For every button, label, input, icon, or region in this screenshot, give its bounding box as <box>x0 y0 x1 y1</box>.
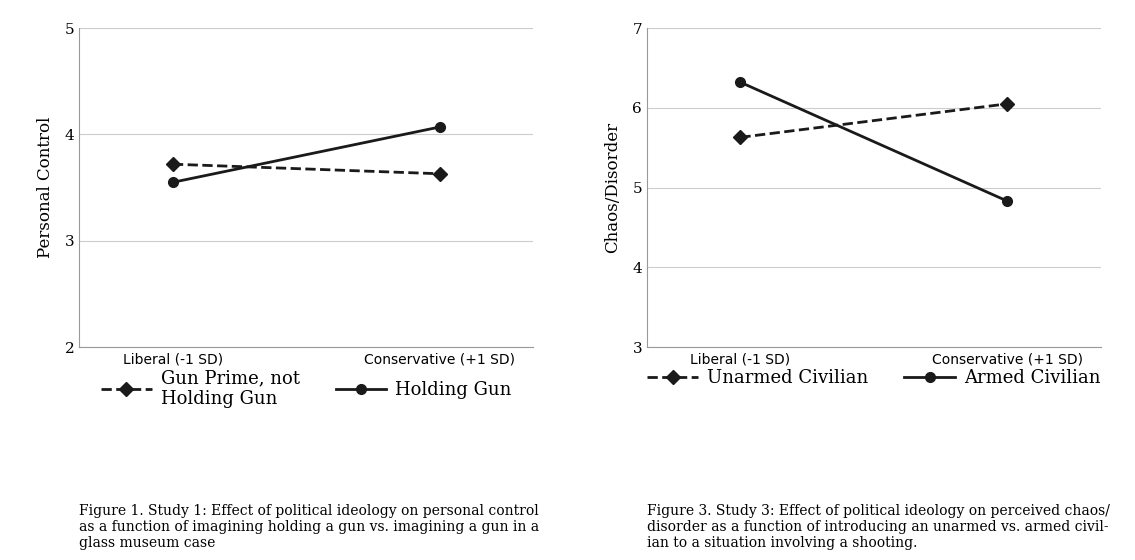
Text: Figure 1. Study 1: Effect of political ideology on personal control
as a functio: Figure 1. Study 1: Effect of political i… <box>79 504 539 550</box>
Text: Figure 3. Study 3: Effect of political ideology on perceived chaos/
disorder as : Figure 3. Study 3: Effect of political i… <box>647 504 1110 550</box>
Legend: Gun Prime, not
Holding Gun, Holding Gun: Gun Prime, not Holding Gun, Holding Gun <box>94 362 519 415</box>
Y-axis label: Chaos/Disorder: Chaos/Disorder <box>604 122 621 253</box>
Legend: Unarmed Civilian, Armed Civilian: Unarmed Civilian, Armed Civilian <box>640 362 1108 394</box>
Y-axis label: Personal Control: Personal Control <box>36 117 53 258</box>
